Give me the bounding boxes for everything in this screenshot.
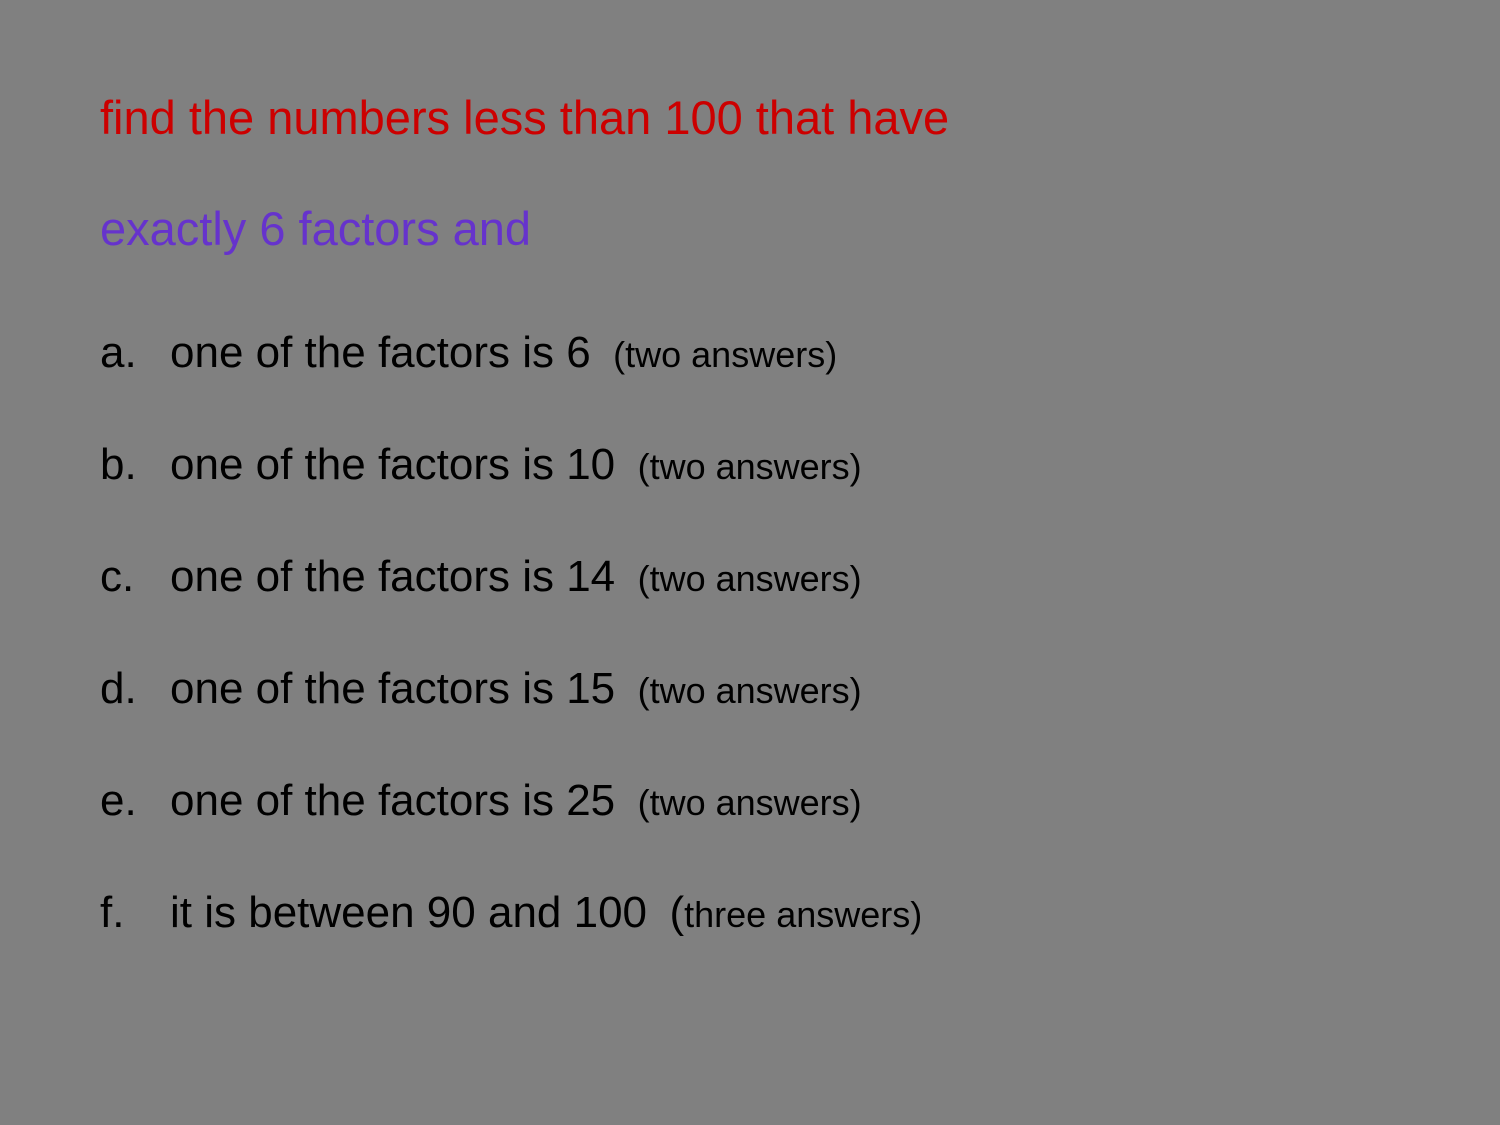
item-hint: (two answers) [638, 558, 862, 599]
question-list: a. one of the factors is 6 (two answers)… [100, 328, 1500, 938]
item-letter: b. [100, 440, 170, 490]
question-item-d: d. one of the factors is 15 (two answers… [100, 664, 1500, 714]
worksheet-page: find the numbers less than 100 that have… [0, 0, 1500, 1125]
question-item-e: e. one of the factors is 25 (two answers… [100, 776, 1500, 826]
title-line-2: exactly 6 factors and [100, 201, 1500, 257]
hint-inner-text: three answers) [684, 894, 922, 935]
item-letter: f. [100, 888, 170, 938]
item-text: one of the factors is 6 [170, 328, 591, 377]
question-item-a: a. one of the factors is 6 (two answers) [100, 328, 1500, 378]
item-hint: (two answers) [638, 782, 862, 823]
hint-open-paren: ( [669, 888, 684, 937]
item-text: one of the factors is 15 [170, 664, 615, 713]
item-text: one of the factors is 10 [170, 440, 615, 489]
item-hint: (two answers) [638, 446, 862, 487]
item-text: one of the factors is 25 [170, 776, 615, 825]
item-text: one of the factors is 14 [170, 552, 615, 601]
item-letter: d. [100, 664, 170, 714]
item-hint: (three answers) [669, 894, 922, 935]
question-item-b: b. one of the factors is 10 (two answers… [100, 440, 1500, 490]
title-line-1: find the numbers less than 100 that have [100, 90, 1500, 146]
item-hint: (two answers) [613, 334, 837, 375]
question-item-f: f. it is between 90 and 100 (three answe… [100, 888, 1500, 938]
item-text: it is between 90 and 100 [170, 888, 647, 937]
item-letter: e. [100, 776, 170, 826]
item-hint: (two answers) [638, 670, 862, 711]
question-item-c: c. one of the factors is 14 (two answers… [100, 552, 1500, 602]
item-letter: a. [100, 328, 170, 378]
item-letter: c. [100, 552, 170, 602]
